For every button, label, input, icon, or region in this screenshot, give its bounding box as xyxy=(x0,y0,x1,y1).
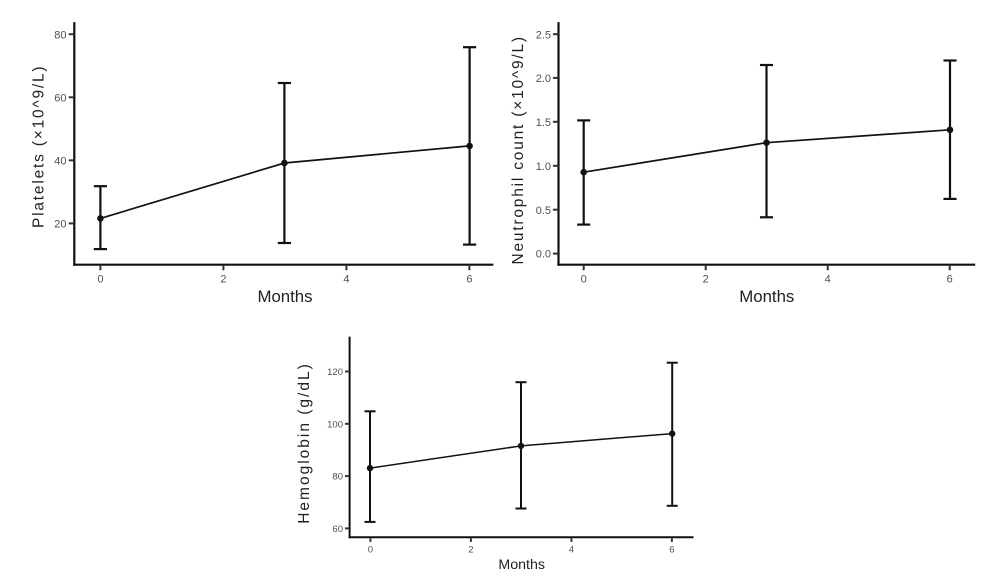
svg-text:100: 100 xyxy=(327,419,343,430)
svg-text:0.5: 0.5 xyxy=(536,205,551,217)
svg-text:0: 0 xyxy=(581,274,587,286)
svg-text:0: 0 xyxy=(368,544,373,555)
svg-text:2: 2 xyxy=(468,544,473,555)
svg-text:1.0: 1.0 xyxy=(536,161,551,173)
svg-text:Hemoglobin (g/dL): Hemoglobin (g/dL) xyxy=(296,362,313,524)
svg-text:6: 6 xyxy=(466,274,472,286)
svg-text:80: 80 xyxy=(332,472,343,483)
svg-text:6: 6 xyxy=(947,274,953,286)
svg-text:Months: Months xyxy=(257,287,312,306)
svg-text:4: 4 xyxy=(343,274,349,286)
svg-text:80: 80 xyxy=(54,29,66,41)
svg-text:4: 4 xyxy=(825,274,831,286)
svg-text:4: 4 xyxy=(569,544,574,555)
svg-text:0.0: 0.0 xyxy=(536,249,551,261)
svg-text:Platelets (×10^9/L): Platelets (×10^9/L) xyxy=(31,65,48,228)
svg-text:1.5: 1.5 xyxy=(536,117,551,129)
svg-text:2: 2 xyxy=(220,274,226,286)
svg-text:2.0: 2.0 xyxy=(536,73,551,85)
svg-text:20: 20 xyxy=(54,219,66,231)
svg-text:60: 60 xyxy=(332,524,343,535)
svg-text:Neutrophil count (×10^9/L): Neutrophil count (×10^9/L) xyxy=(510,35,527,264)
svg-text:0: 0 xyxy=(97,274,103,286)
svg-text:2: 2 xyxy=(703,274,709,286)
svg-text:Months: Months xyxy=(498,557,545,573)
svg-text:120: 120 xyxy=(327,367,343,378)
svg-text:2.5: 2.5 xyxy=(536,29,551,41)
svg-text:60: 60 xyxy=(54,92,66,104)
svg-text:Months: Months xyxy=(739,287,794,306)
svg-text:6: 6 xyxy=(669,544,674,555)
svg-text:40: 40 xyxy=(54,155,66,167)
